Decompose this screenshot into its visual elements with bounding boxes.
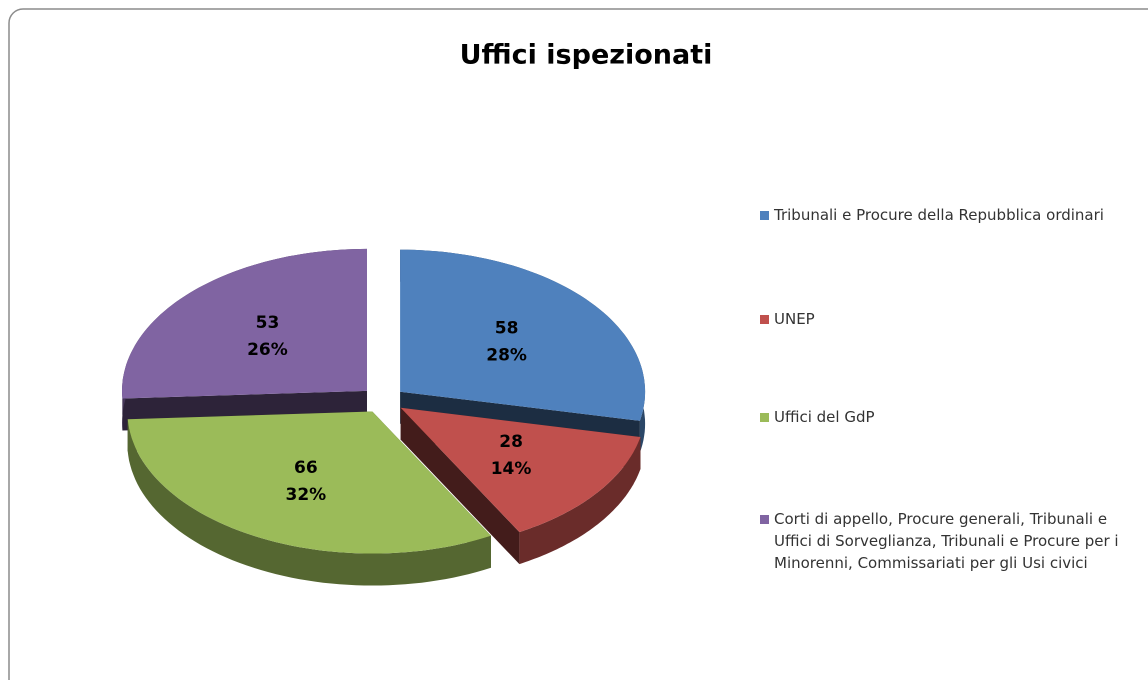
legend-swatch (760, 315, 769, 324)
slice (400, 249, 646, 421)
legend-swatch (760, 515, 769, 524)
slice (127, 411, 491, 554)
legend-item: Corti di appello, Procure generali, Trib… (760, 508, 1144, 574)
slice (400, 407, 641, 533)
legend-swatch (760, 413, 769, 422)
legend-swatch (760, 211, 769, 220)
data-label-percent: 28% (486, 346, 527, 366)
slice (122, 248, 367, 399)
data-label-value: 66 (294, 458, 318, 478)
legend-label: Corti di appello, Procure generali, Trib… (774, 510, 1119, 572)
chart-title: Uffici ispezionati (460, 40, 713, 71)
data-label-percent: 32% (286, 485, 327, 505)
legend-item: Uffici del GdP (760, 406, 1144, 428)
legend-label: Uffici del GdP (774, 408, 875, 426)
legend-item: UNEP (760, 308, 1144, 330)
data-label-value: 28 (499, 432, 523, 452)
data-label-value: 53 (256, 313, 280, 333)
data-label-value: 58 (495, 319, 519, 339)
legend-label: Tribunali e Procure della Repubblica ord… (774, 206, 1104, 224)
legend-item: Tribunali e Procure della Repubblica ord… (760, 204, 1144, 226)
legend-label: UNEP (774, 310, 815, 328)
data-label-percent: 14% (491, 459, 532, 479)
slice-side (127, 419, 491, 586)
slice-side (519, 437, 641, 565)
data-label-percent: 26% (247, 340, 288, 360)
slice-wall (400, 407, 520, 565)
